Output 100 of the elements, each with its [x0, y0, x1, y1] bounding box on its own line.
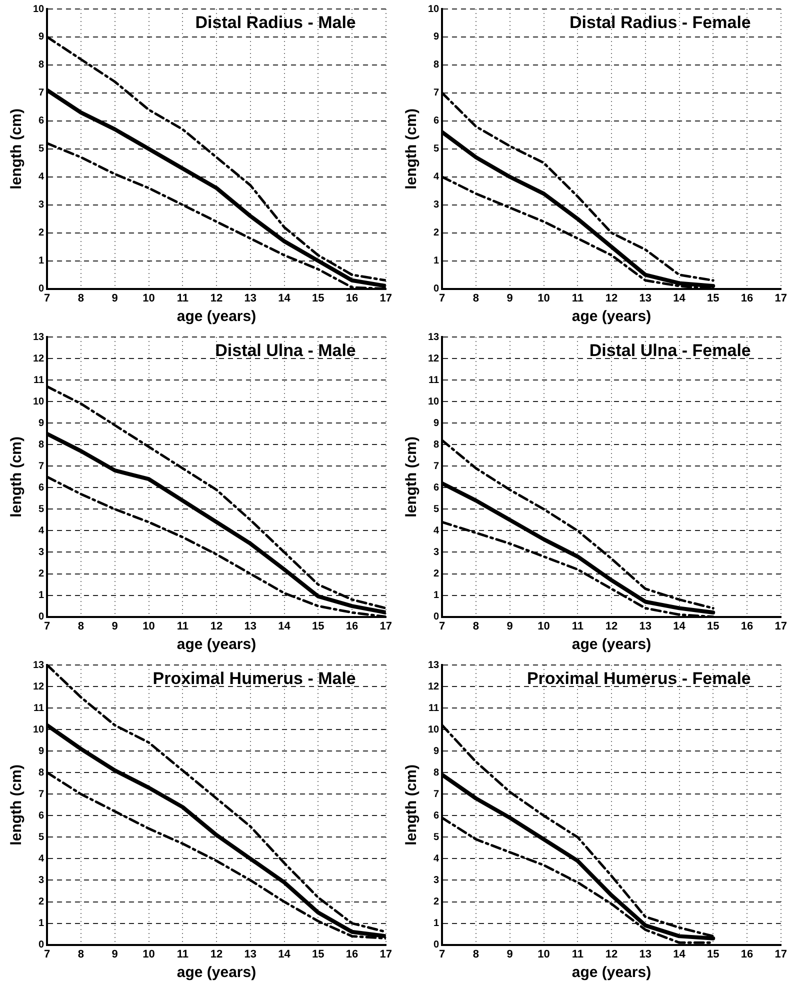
- y-tick-label: 0: [38, 612, 45, 623]
- x-tick-label: 11: [176, 292, 188, 304]
- y-tick-label: 1: [38, 256, 45, 267]
- y-tick-label: 10: [33, 724, 45, 736]
- y-tick-label: 0: [434, 284, 440, 295]
- y-tick-label: 7: [38, 460, 45, 472]
- y-tick-label: 7: [38, 88, 45, 99]
- y-tick-label: 5: [434, 504, 440, 515]
- y-tick-label: 2: [434, 568, 440, 580]
- y-tick-label: 7: [434, 88, 440, 99]
- y-tick-label: 11: [34, 374, 45, 386]
- x-tick-label: 8: [472, 948, 480, 960]
- x-tick-label: 15: [707, 948, 720, 960]
- x-tick-label: 11: [572, 948, 584, 960]
- y-tick-label: 2: [38, 228, 45, 239]
- x-tick-label: 16: [740, 948, 754, 960]
- x-tick-label: 11: [176, 620, 188, 632]
- y-tick-label: 1: [434, 590, 440, 602]
- x-tick-label: 10: [538, 948, 550, 960]
- y-tick-label: 7: [434, 460, 440, 472]
- x-tick-label: 16: [740, 292, 754, 304]
- x-axis-title: age (years): [572, 964, 652, 982]
- x-tick-label: 9: [112, 292, 118, 304]
- y-tick-label: 2: [434, 896, 440, 908]
- y-tick-label: 1: [38, 918, 45, 930]
- x-tick-label: 17: [774, 620, 788, 632]
- x-tick-label: 12: [210, 292, 223, 304]
- y-tick-label: 11: [428, 374, 440, 386]
- y-tick-label: 4: [38, 172, 45, 183]
- x-tick-label: 14: [673, 948, 686, 960]
- y-tick-label: 5: [434, 832, 440, 843]
- x-tick-label: 13: [244, 948, 257, 960]
- y-tick-label: 4: [38, 525, 45, 536]
- x-tick-label: 9: [112, 948, 118, 960]
- x-axis-title: age (years): [176, 636, 256, 654]
- y-tick-label: 8: [38, 439, 45, 450]
- x-tick-label: 8: [78, 620, 84, 632]
- x-tick-label: 13: [244, 620, 257, 632]
- y-tick-label: 1: [38, 590, 45, 602]
- y-tick-label: 0: [434, 612, 440, 623]
- x-tick-label: 13: [639, 620, 652, 632]
- x-tick-label: 14: [278, 292, 292, 304]
- y-tick-label: 13: [33, 332, 45, 343]
- x-tick-label: 14: [673, 620, 686, 632]
- x-tick-label: 12: [210, 620, 223, 632]
- x-tick-label: 8: [472, 620, 480, 632]
- y-axis-title: length (cm): [8, 764, 26, 846]
- x-tick-label: 11: [572, 620, 584, 632]
- y-tick-label: 10: [33, 396, 45, 408]
- x-tick-label: 9: [506, 292, 513, 304]
- y-axis-title: length (cm): [8, 108, 26, 190]
- y-tick-label: 9: [38, 746, 45, 757]
- y-tick-label: 6: [434, 116, 440, 127]
- x-tick-label: 8: [78, 948, 84, 960]
- y-tick-label: 12: [33, 353, 45, 364]
- y-tick-label: 8: [434, 767, 440, 778]
- y-tick-label: 2: [434, 228, 440, 239]
- y-tick-label: 3: [38, 200, 45, 211]
- x-axis-title: age (years): [572, 308, 652, 326]
- x-tick-label: 12: [605, 620, 618, 632]
- y-tick-label: 12: [428, 681, 440, 692]
- y-tick-label: 9: [434, 32, 440, 43]
- y-tick-label: 4: [434, 525, 440, 536]
- y-tick-label: 8: [38, 60, 45, 71]
- chart-title: Distal Radius - Male: [195, 13, 356, 32]
- x-tick-label: 10: [538, 620, 550, 632]
- x-tick-label: 10: [538, 292, 550, 304]
- y-tick-label: 6: [434, 482, 440, 494]
- y-axis-title: length (cm): [8, 436, 26, 518]
- y-tick-label: 7: [38, 788, 45, 800]
- y-tick-label: 4: [434, 853, 440, 864]
- x-tick-label: 14: [278, 620, 292, 632]
- y-tick-label: 2: [38, 568, 45, 580]
- x-tick-label: 11: [572, 292, 584, 304]
- x-tick-label: 13: [639, 948, 652, 960]
- y-tick-label: 6: [38, 482, 45, 494]
- x-tick-label: 17: [774, 948, 788, 960]
- x-tick-label: 9: [506, 948, 513, 960]
- chart-title: Proximal Humerus - Female: [526, 669, 751, 688]
- x-tick-label: 8: [78, 292, 84, 304]
- x-tick-label: 15: [312, 292, 324, 304]
- y-tick-label: 12: [33, 681, 45, 692]
- y-tick-label: 1: [434, 918, 440, 930]
- x-tick-label: 17: [380, 292, 392, 304]
- y-tick-label: 0: [38, 940, 45, 951]
- x-tick-label: 15: [312, 948, 324, 960]
- y-tick-label: 6: [38, 810, 45, 822]
- y-tick-label: 7: [434, 788, 440, 800]
- y-tick-label: 3: [38, 546, 45, 558]
- y-tick-label: 1: [434, 256, 440, 267]
- y-tick-label: 3: [38, 874, 45, 886]
- x-tick-label: 12: [210, 948, 223, 960]
- x-tick-label: 12: [605, 948, 618, 960]
- y-tick-label: 13: [33, 660, 45, 671]
- y-axis-title: length (cm): [403, 436, 420, 518]
- chart-title: Distal Ulna - Male: [215, 341, 356, 360]
- y-axis-title: length (cm): [403, 108, 420, 190]
- y-tick-label: 5: [38, 504, 45, 515]
- y-tick-label: 12: [428, 353, 440, 364]
- y-tick-label: 0: [38, 284, 45, 295]
